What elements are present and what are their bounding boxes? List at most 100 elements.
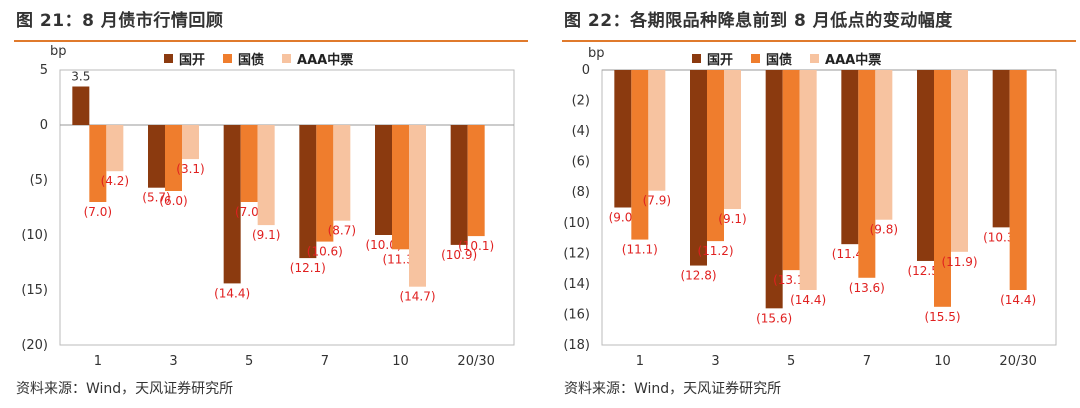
figure-21-panel: 图 21：8 月债市行情回顾 bp 国开 国债 AAA中票 5 0 (5) (10) (… — [14, 0, 534, 408]
bar-guokai — [223, 125, 241, 284]
data-label-guozhai: (7.0) — [235, 205, 263, 219]
x-tick-label: 5 — [245, 354, 253, 369]
y-tick-label: (8) — [572, 185, 590, 200]
legend-label-guokai: 国开 — [707, 52, 734, 68]
data-label-aaa-note: (9.8) — [870, 223, 898, 237]
data-label-guokai: (15.6) — [756, 311, 792, 325]
legend-swatch-guozhai — [223, 53, 233, 63]
figure-22-chart: bp 国开 国债 AAA中票 0 (2) (4) (6) (8) (10) (12) (14)… — [562, 42, 1076, 372]
bar-aaa-note — [333, 125, 351, 221]
y-tick-label: (6) — [572, 155, 590, 170]
data-label-guokai: (12.8) — [680, 269, 716, 283]
x-tick-label: 1 — [636, 354, 644, 369]
figure-22-title-rule — [562, 40, 1076, 42]
legend-item-guokai: 国开 — [692, 49, 733, 68]
figure-21-y-unit: bp — [50, 44, 67, 59]
bar-guozhai — [934, 70, 951, 307]
data-label-guozhai: (15.5) — [924, 310, 960, 324]
bar-guokai — [841, 70, 859, 245]
bar-guokai — [299, 125, 317, 259]
legend-label-guozhai: 国债 — [766, 52, 793, 68]
y-tick-label: (12) — [563, 246, 590, 261]
bar-guozhai — [165, 125, 182, 191]
bar-guozhai — [858, 70, 876, 278]
legend-swatch-guokai — [692, 53, 701, 63]
figure-21-source: 资料来源：Wind，天风证券研究所 — [16, 381, 234, 397]
data-label-guozhai: (10.1) — [458, 239, 494, 253]
bar-guokai — [765, 70, 783, 309]
data-label-guozhai: (6.0) — [159, 194, 187, 208]
y-tick-label: 0 — [40, 118, 48, 133]
legend-item-guozhai: 国债 — [223, 49, 264, 68]
bar-guokai — [614, 70, 632, 208]
x-tick-label: 10 — [392, 354, 409, 369]
bar-guozhai — [316, 125, 334, 242]
bar-guokai — [917, 70, 934, 261]
legend-item-aaa-note: AAA中票 — [282, 49, 353, 68]
bar-aaa-note — [799, 70, 817, 290]
figure-22-source: 资料来源：Wind，天风证券研究所 — [564, 381, 782, 397]
data-label-guozhai: (14.4) — [1000, 293, 1036, 307]
data-label-guokai: (10.9) — [441, 248, 477, 262]
x-tick-label: 3 — [711, 354, 719, 369]
y-tick-label: (15) — [21, 283, 48, 298]
bar-guokai — [450, 125, 468, 245]
legend-swatch-aaa-note — [810, 53, 820, 63]
data-label-aaa-note: (14.7) — [399, 290, 435, 304]
bar-guokai — [690, 70, 707, 266]
data-label-guokai: (14.4) — [214, 286, 250, 300]
y-tick-label: (4) — [572, 124, 590, 139]
bar-aaa-note — [257, 125, 275, 226]
y-tick-label: 0 — [582, 63, 590, 78]
data-label-aaa-note: (11.9) — [941, 255, 977, 269]
bar-aaa-note — [648, 70, 666, 191]
bar-guozhai — [467, 125, 485, 237]
y-tick-label: (18) — [563, 338, 590, 353]
y-tick-label: (10) — [21, 228, 48, 243]
bar-guozhai — [240, 125, 258, 202]
bar-guozhai — [782, 70, 800, 271]
x-tick-label: 20/30 — [457, 354, 494, 369]
legend-label-aaa-note: AAA中票 — [825, 52, 882, 68]
figure-21-title: 图 21：8 月债市行情回顾 — [16, 11, 224, 31]
data-label-aaa-note: (9.1) — [718, 212, 746, 226]
bar-guozhai — [392, 125, 409, 250]
bar-guozhai — [89, 125, 107, 202]
data-label-aaa-note: (14.4) — [790, 293, 826, 307]
x-tick-label: 10 — [934, 354, 951, 369]
bar-guozhai — [1009, 70, 1027, 290]
legend-label-guokai: 国开 — [179, 52, 206, 68]
data-label-guozhai: (11.2) — [697, 244, 733, 258]
legend-swatch-guozhai — [751, 53, 761, 63]
y-tick-label: (2) — [572, 94, 590, 109]
figure-22-panel: 图 22：各期限品种降息前到 8 月低点的变动幅度 bp 国开 国债 AAA中票… — [562, 0, 1080, 408]
data-label-guozhai: (10.6) — [307, 245, 343, 259]
data-label-guokai: 3.5 — [71, 70, 90, 84]
legend-item-aaa-note: AAA中票 — [810, 49, 881, 68]
figure-22-legend: 国开 国债 AAA中票 — [692, 49, 899, 68]
figure-21-chart: bp 国开 国债 AAA中票 5 0 (5) (10) (15) (20) 1 3.5 (7.0… — [14, 42, 528, 372]
figure-22-title: 图 22：各期限品种降息前到 8 月低点的变动幅度 — [564, 11, 953, 31]
data-label-guokai: (5.7) — [142, 191, 170, 205]
data-label-guokai: (12.1) — [290, 261, 326, 275]
data-label-guokai: (9.0) — [609, 211, 637, 225]
data-label-aaa-note: (8.7) — [328, 224, 356, 238]
bar-guozhai — [707, 70, 724, 242]
bar-guokai — [72, 86, 90, 125]
data-label-aaa-note: (4.2) — [101, 174, 129, 188]
data-label-aaa-note: (9.1) — [252, 228, 280, 242]
x-tick-label: 7 — [321, 354, 329, 369]
bar-guokai — [375, 125, 392, 235]
legend-item-guokai: 国开 — [164, 49, 205, 68]
data-label-guozhai: (13.6) — [849, 281, 885, 295]
y-tick-label: 5 — [40, 63, 48, 78]
figure-21-legend: 国开 国债 AAA中票 — [164, 49, 371, 68]
data-label-aaa-note: (7.9) — [643, 194, 671, 208]
legend-label-guozhai: 国债 — [238, 52, 265, 68]
legend-swatch-aaa-note — [282, 53, 292, 63]
legend-item-guozhai: 国债 — [751, 49, 792, 68]
bar-guozhai — [631, 70, 649, 240]
y-tick-label: (14) — [563, 277, 590, 292]
legend-label-aaa-note: AAA中票 — [297, 52, 354, 68]
x-tick-label: 5 — [787, 354, 795, 369]
